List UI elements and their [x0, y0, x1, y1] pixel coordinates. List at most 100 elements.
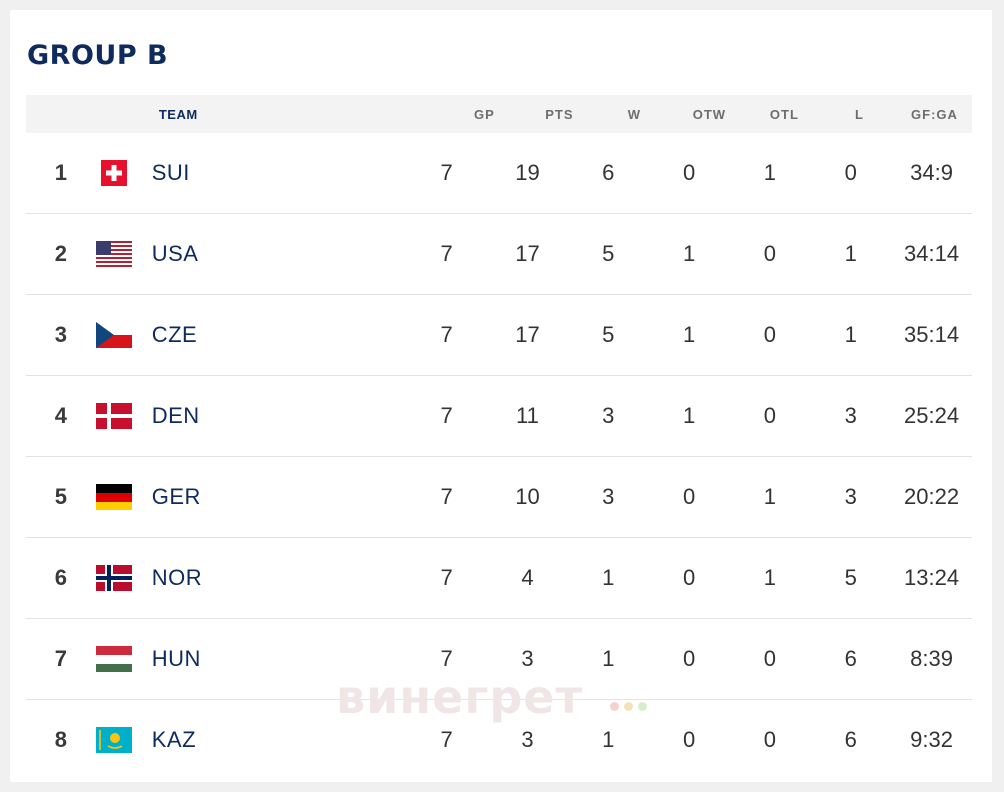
w-cell: 5 — [602, 322, 615, 347]
rank-cell: 7 — [54, 646, 68, 671]
otw-cell: 1 — [682, 403, 696, 428]
table-row[interactable]: 7 HUN 7 3 1 0 0 6 8:39 — [26, 619, 972, 700]
rank-cell: 5 — [54, 484, 68, 509]
table-header: # TEAM GP PTS W OTW OTL L GF:GA — [26, 95, 972, 133]
rank-cell: 6 — [54, 565, 68, 590]
kazakhstan-flag-icon — [95, 727, 132, 753]
denmark-flag-icon — [95, 403, 132, 429]
gfga-cell: 9:32 — [910, 727, 953, 752]
l-cell: 3 — [844, 484, 857, 509]
w-cell: 1 — [602, 565, 615, 590]
team-name[interactable]: DEN — [151, 403, 200, 428]
l-cell: 3 — [844, 403, 857, 428]
gp-header: GP — [473, 106, 495, 122]
pts-cell: 3 — [521, 646, 534, 671]
w-header: W — [627, 106, 642, 122]
otl-cell: 1 — [763, 160, 777, 185]
table-row[interactable]: 5 GER 7 10 3 0 1 3 20:22 — [26, 457, 972, 538]
l-cell: 6 — [844, 727, 857, 752]
l-cell: 0 — [844, 160, 857, 185]
rank-cell: 4 — [54, 403, 68, 428]
gp-cell: 7 — [440, 565, 453, 590]
gp-cell: 7 — [440, 484, 453, 509]
team-name[interactable]: GER — [151, 484, 201, 509]
rank-cell: 8 — [54, 727, 68, 752]
table-row[interactable]: 8 KAZ 7 3 1 0 0 6 9:32 — [26, 700, 972, 780]
team-name[interactable]: KAZ — [151, 727, 197, 752]
usa-flag-icon — [95, 241, 132, 267]
otl-cell: 0 — [763, 403, 777, 428]
w-cell: 1 — [602, 727, 615, 752]
gp-cell: 7 — [440, 727, 453, 752]
hungary-flag-icon — [95, 646, 132, 672]
pts-cell: 11 — [516, 403, 539, 428]
l-cell: 6 — [844, 646, 857, 671]
gp-cell: 7 — [440, 646, 453, 671]
rank-cell: 1 — [54, 160, 68, 185]
otl-cell: 0 — [763, 727, 777, 752]
team-name[interactable]: HUN — [151, 646, 201, 671]
w-cell: 3 — [602, 484, 615, 509]
team-name[interactable]: CZE — [151, 322, 198, 347]
standings-table: # TEAM GP PTS W OTW OTL L GF:GA 1 SUI 7 … — [26, 95, 972, 780]
l-cell: 5 — [844, 565, 857, 590]
rank-cell: 3 — [54, 322, 68, 347]
otl-cell: 0 — [763, 322, 777, 347]
gp-cell: 7 — [440, 160, 453, 185]
team-name[interactable]: USA — [151, 241, 199, 266]
standings-card: GROUP B # TEAM GP PTS W OTW OTL L GF:GA … — [10, 10, 992, 782]
gfga-cell: 34:14 — [904, 241, 960, 266]
team-header: TEAM — [158, 106, 198, 122]
table-row[interactable]: 3 CZE 7 17 5 1 0 1 35:14 — [26, 295, 972, 376]
norway-flag-icon — [95, 565, 132, 591]
pts-cell: 17 — [515, 241, 540, 266]
watermark-dots-icon — [610, 698, 652, 716]
pts-cell: 17 — [515, 322, 540, 347]
otl-cell: 1 — [763, 565, 777, 590]
w-cell: 3 — [602, 403, 615, 428]
otl-header: OTL — [769, 106, 799, 122]
gfga-cell: 8:39 — [910, 646, 953, 671]
otw-cell: 0 — [682, 565, 696, 590]
pts-cell: 3 — [521, 727, 534, 752]
otw-cell: 0 — [682, 484, 696, 509]
gfga-cell: 13:24 — [904, 565, 960, 590]
otw-cell: 1 — [682, 241, 696, 266]
gfga-cell: 20:22 — [904, 484, 960, 509]
table-row[interactable]: 1 SUI 7 19 6 0 1 0 34:9 — [26, 133, 972, 214]
pts-cell: 19 — [515, 160, 540, 185]
gp-cell: 7 — [440, 241, 453, 266]
table-row[interactable]: 4 DEN 7 11 3 1 0 3 25:24 — [26, 376, 972, 457]
l-header: L — [854, 106, 864, 122]
l-cell: 1 — [844, 241, 857, 266]
otw-cell: 0 — [682, 646, 696, 671]
gfga-cell: 25:24 — [904, 403, 960, 428]
pts-cell: 10 — [515, 484, 540, 509]
otl-cell: 0 — [763, 241, 777, 266]
rank-header: # — [26, 107, 91, 122]
czechia-flag-icon — [95, 322, 132, 348]
otw-cell: 0 — [682, 727, 696, 752]
table-row[interactable]: 2 USA 7 17 5 1 0 1 34 — [26, 214, 972, 295]
gfga-cell: 34:9 — [910, 160, 953, 185]
germany-flag-icon — [95, 484, 132, 510]
otl-cell: 1 — [763, 484, 777, 509]
team-name[interactable]: SUI — [151, 160, 190, 185]
otw-header: OTW — [692, 106, 727, 122]
watermark-text: винегрет — [336, 670, 584, 724]
otl-cell: 0 — [763, 646, 777, 671]
group-title: GROUP B — [27, 40, 169, 71]
gp-cell: 7 — [440, 403, 453, 428]
switzerland-flag-icon — [100, 160, 127, 186]
gfga-header: GF:GA — [911, 106, 958, 122]
l-cell: 1 — [844, 322, 857, 347]
w-cell: 5 — [602, 241, 615, 266]
w-cell: 1 — [602, 646, 615, 671]
gfga-cell: 35:14 — [904, 322, 960, 347]
otw-cell: 0 — [682, 160, 696, 185]
gp-cell: 7 — [440, 322, 453, 347]
team-name[interactable]: NOR — [151, 565, 203, 590]
table-row[interactable]: 6 NOR 7 4 1 0 1 5 13:24 — [26, 538, 972, 619]
w-cell: 6 — [602, 160, 615, 185]
otw-cell: 1 — [682, 322, 696, 347]
